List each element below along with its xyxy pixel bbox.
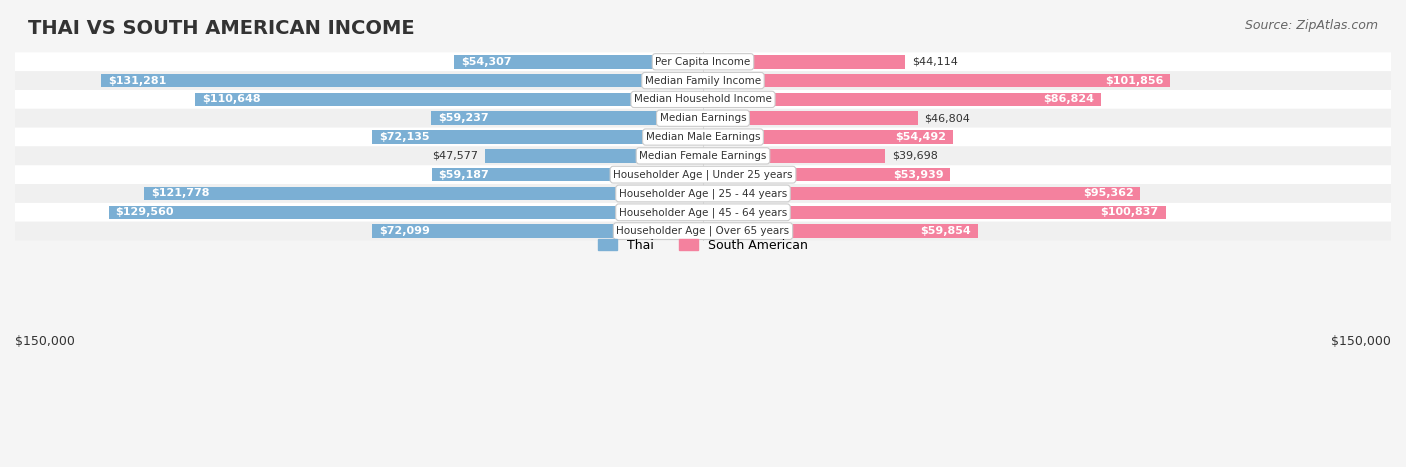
Text: $101,856: $101,856 — [1105, 76, 1163, 85]
Text: $47,577: $47,577 — [432, 151, 478, 161]
Text: Median Family Income: Median Family Income — [645, 76, 761, 85]
Bar — [703, 74, 1170, 87]
Bar — [373, 130, 703, 144]
Text: $54,307: $54,307 — [461, 57, 512, 67]
Bar — [703, 130, 953, 144]
Text: $150,000: $150,000 — [1331, 335, 1391, 347]
Text: Householder Age | Over 65 years: Householder Age | Over 65 years — [616, 226, 790, 236]
Bar — [485, 149, 703, 163]
FancyBboxPatch shape — [15, 90, 1391, 109]
Text: $129,560: $129,560 — [115, 207, 174, 217]
Text: $59,187: $59,187 — [439, 170, 489, 180]
Text: Median Female Earnings: Median Female Earnings — [640, 151, 766, 161]
Bar — [101, 74, 703, 87]
Text: $46,804: $46,804 — [925, 113, 970, 123]
Text: $59,237: $59,237 — [439, 113, 489, 123]
Bar — [703, 205, 1166, 219]
Bar — [703, 149, 886, 163]
Bar — [703, 224, 977, 238]
Bar — [195, 92, 703, 106]
Text: $72,135: $72,135 — [380, 132, 429, 142]
Text: Median Household Income: Median Household Income — [634, 94, 772, 105]
FancyBboxPatch shape — [15, 165, 1391, 184]
Bar — [703, 187, 1140, 200]
FancyBboxPatch shape — [15, 147, 1391, 165]
Bar — [703, 112, 918, 125]
Bar — [703, 92, 1101, 106]
Text: Source: ZipAtlas.com: Source: ZipAtlas.com — [1244, 19, 1378, 32]
Text: Median Earnings: Median Earnings — [659, 113, 747, 123]
Text: $86,824: $86,824 — [1043, 94, 1094, 105]
FancyBboxPatch shape — [15, 203, 1391, 222]
Bar — [432, 112, 703, 125]
Text: $39,698: $39,698 — [891, 151, 938, 161]
Bar — [703, 55, 905, 69]
Text: Householder Age | Under 25 years: Householder Age | Under 25 years — [613, 170, 793, 180]
FancyBboxPatch shape — [15, 109, 1391, 127]
Bar — [703, 168, 950, 182]
Text: Householder Age | 45 - 64 years: Householder Age | 45 - 64 years — [619, 207, 787, 218]
FancyBboxPatch shape — [15, 184, 1391, 203]
Bar — [432, 168, 703, 182]
Text: Householder Age | 25 - 44 years: Householder Age | 25 - 44 years — [619, 188, 787, 199]
Bar — [454, 55, 703, 69]
Text: $110,648: $110,648 — [202, 94, 262, 105]
FancyBboxPatch shape — [15, 222, 1391, 241]
Text: $121,778: $121,778 — [152, 189, 209, 198]
Text: $131,281: $131,281 — [108, 76, 166, 85]
Text: $53,939: $53,939 — [893, 170, 943, 180]
Text: $44,114: $44,114 — [912, 57, 957, 67]
Text: $100,837: $100,837 — [1101, 207, 1159, 217]
Bar — [145, 187, 703, 200]
FancyBboxPatch shape — [15, 71, 1391, 90]
Text: $150,000: $150,000 — [15, 335, 75, 347]
FancyBboxPatch shape — [15, 52, 1391, 71]
Text: Median Male Earnings: Median Male Earnings — [645, 132, 761, 142]
Text: Per Capita Income: Per Capita Income — [655, 57, 751, 67]
Bar — [373, 224, 703, 238]
Text: $54,492: $54,492 — [896, 132, 946, 142]
Bar — [108, 205, 703, 219]
Text: $59,854: $59,854 — [920, 226, 970, 236]
Legend: Thai, South American: Thai, South American — [593, 234, 813, 257]
Text: THAI VS SOUTH AMERICAN INCOME: THAI VS SOUTH AMERICAN INCOME — [28, 19, 415, 38]
Text: $72,099: $72,099 — [380, 226, 430, 236]
FancyBboxPatch shape — [15, 127, 1391, 147]
Text: $95,362: $95,362 — [1083, 189, 1133, 198]
